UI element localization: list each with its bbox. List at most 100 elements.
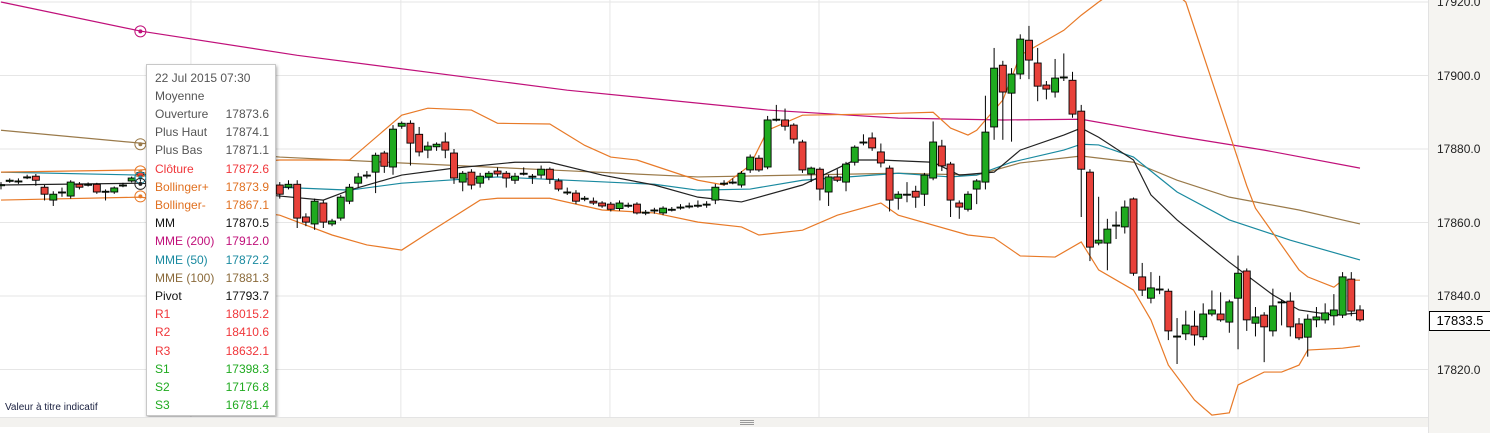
candle (737, 171, 746, 188)
candle-body (868, 137, 877, 149)
lower-panel (0, 427, 1428, 433)
candle-body (1164, 290, 1173, 332)
candle (397, 121, 406, 129)
candle (31, 173, 40, 186)
candle-body (1103, 228, 1112, 244)
candle-body (929, 141, 938, 179)
candle (754, 155, 763, 172)
candle (702, 201, 711, 208)
tooltip-label: Plus Bas (155, 143, 203, 158)
candle (1146, 272, 1155, 304)
candle (319, 200, 328, 229)
candle (49, 191, 58, 206)
candle (484, 171, 493, 181)
line-mme200 (0, 1, 1361, 169)
tooltip-value: 17872.2 (225, 252, 269, 267)
candle-body (528, 175, 537, 178)
candle (1016, 34, 1025, 80)
hover-marker (134, 190, 147, 203)
tooltip-label: S1 (155, 361, 170, 376)
candle-body (894, 193, 903, 199)
candle-body (920, 174, 929, 195)
candle (415, 126, 424, 157)
candle (1155, 275, 1164, 295)
candle (824, 174, 833, 206)
candle (990, 47, 999, 140)
candle (1312, 307, 1321, 328)
candle (493, 167, 502, 177)
axis-tick-label: 17920.0 (1437, 0, 1481, 9)
candle-body (14, 180, 23, 183)
candle (929, 121, 938, 181)
tooltip-value: 18410.6 (225, 325, 269, 340)
candle-body (1303, 318, 1312, 338)
candle (371, 152, 380, 194)
candle-body (58, 191, 66, 194)
candle (1051, 58, 1060, 98)
candle (545, 167, 554, 184)
tooltip-label: R1 (155, 307, 171, 322)
candle (746, 154, 755, 173)
candle-body (615, 202, 624, 209)
candle-body (833, 176, 842, 181)
candle (1286, 292, 1295, 337)
hover-marker-dot (138, 142, 143, 147)
tooltip-value: 17874.1 (225, 125, 269, 140)
candle-body (336, 196, 345, 219)
candle-body (484, 172, 493, 178)
candle-body (1329, 309, 1338, 317)
candle (119, 182, 127, 188)
tooltip-label: MME (50) (155, 252, 208, 267)
candle (842, 161, 850, 192)
candle (815, 167, 824, 201)
candle-body (1033, 62, 1042, 87)
axis-tick-label: 17860.0 (1437, 215, 1481, 230)
candle-body (328, 220, 336, 225)
candle (1260, 312, 1269, 363)
candle-body (354, 176, 363, 184)
tooltip-label: Pivot (155, 289, 182, 303)
candle-body (75, 183, 84, 188)
candle-body (389, 128, 397, 168)
candle (66, 180, 75, 199)
candle (798, 139, 807, 173)
candle-body (467, 171, 476, 186)
candle (1085, 169, 1094, 262)
candle (972, 179, 981, 205)
candle-body (1295, 323, 1303, 339)
drag-handle-icon[interactable] (740, 419, 754, 426)
candle (998, 60, 1007, 140)
candle (110, 186, 119, 194)
tooltip-label: Bollinger- (155, 198, 206, 212)
candle-body (101, 190, 110, 193)
candle-body (606, 203, 615, 210)
candle (598, 201, 607, 208)
candle-body (955, 202, 964, 208)
candle (284, 180, 293, 190)
tooltip-row: S2 17176.8 (155, 378, 269, 396)
tooltip-value: 18015.2 (225, 307, 269, 322)
candle-body (432, 143, 441, 148)
candle (641, 210, 650, 216)
tooltip-row: R3 18632.1 (155, 342, 269, 360)
line-bollinger_up (0, 0, 1360, 288)
candle (1295, 318, 1303, 341)
price-chart[interactable] (0, 0, 1428, 417)
candle-body (964, 193, 972, 210)
candle-body (728, 181, 737, 184)
candle (1112, 211, 1121, 240)
candle-body (937, 145, 946, 167)
tooltip-label: S3 (155, 398, 170, 413)
tooltip-row: S1 17398.3 (155, 360, 269, 378)
candle-body (1347, 278, 1356, 312)
candle (23, 174, 32, 180)
tooltip-label: Plus Haut (155, 125, 208, 140)
candle (1329, 294, 1338, 326)
candle-body (1085, 171, 1094, 248)
candle-body (40, 186, 49, 195)
candle-body (1112, 224, 1121, 227)
price-axis[interactable]: 17820.0 17840.0 17860.0 17880.0 17900.0 17920… (1428, 0, 1490, 433)
candle (850, 145, 859, 166)
candle-body (859, 141, 868, 144)
candle (511, 172, 519, 184)
